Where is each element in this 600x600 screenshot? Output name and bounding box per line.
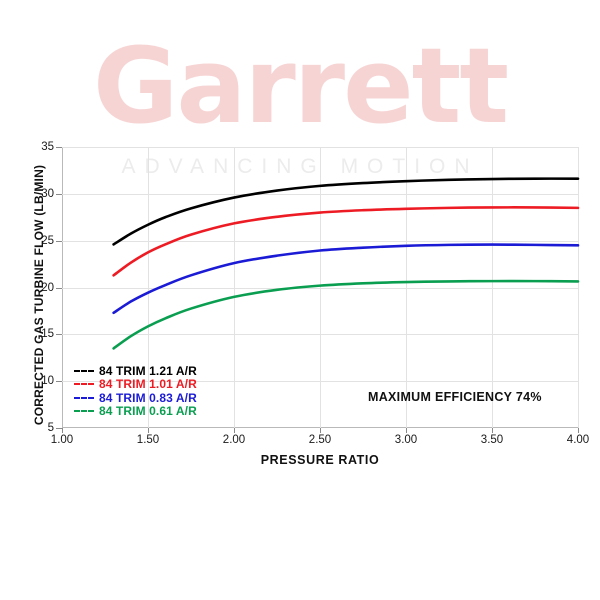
x-axis-tick bbox=[406, 428, 407, 433]
curve-84-trim-0-83-a-r bbox=[112, 243, 580, 315]
x-axis-tick bbox=[62, 428, 63, 433]
x-axis-tick bbox=[320, 428, 321, 433]
gridline-horizontal bbox=[62, 381, 578, 383]
y-axis-tick-label: 30 bbox=[41, 187, 54, 200]
chart-legend: 84 TRIM 1.21 A/R 84 TRIM 1.01 A/R 84 TRIM … bbox=[74, 364, 197, 418]
legend-line-swatch bbox=[74, 396, 94, 399]
y-axis-tick-label: 25 bbox=[41, 234, 54, 247]
curve-84-trim-1-21-a-r bbox=[112, 177, 580, 246]
x-axis-tick-label: 2.50 bbox=[308, 434, 332, 446]
x-axis-tick-label: 3.00 bbox=[394, 434, 418, 446]
x-axis-tick-label: 1.50 bbox=[136, 434, 160, 446]
y-axis-tick bbox=[56, 147, 62, 148]
y-axis-tick bbox=[56, 287, 62, 289]
y-axis-tick bbox=[56, 240, 62, 242]
y-axis-title: CORRECTED GAS TURBINE FLOW (LB/MIN) bbox=[32, 164, 46, 426]
y-axis-tick bbox=[56, 334, 62, 336]
legend-item-label: 84 TRIM 1.01 A/R bbox=[99, 377, 197, 392]
x-axis-tick-label: 4.00 bbox=[566, 434, 590, 446]
curve-84-trim-0-61-a-r bbox=[112, 279, 580, 350]
gridline-vertical bbox=[578, 147, 579, 428]
y-axis-tick-label: 20 bbox=[41, 281, 54, 294]
y-axis-tick bbox=[56, 193, 62, 195]
y-axis-tick-label: 35 bbox=[41, 141, 54, 153]
gridline-horizontal bbox=[62, 334, 578, 336]
legend-item-label: 84 TRIM 0.61 A/R bbox=[99, 404, 197, 419]
x-axis-tick-label: 2.00 bbox=[222, 434, 246, 446]
x-axis-tick-label: 1.00 bbox=[50, 434, 74, 446]
y-axis-tick-label: 10 bbox=[41, 375, 54, 388]
x-axis-tick bbox=[492, 428, 493, 433]
gridline-horizontal bbox=[62, 193, 578, 195]
legend-item: 84 TRIM 0.61 A/R bbox=[74, 404, 197, 419]
y-axis-tick-label: 5 bbox=[47, 422, 54, 434]
legend-line-swatch bbox=[74, 369, 94, 372]
legend-line-swatch bbox=[74, 410, 94, 413]
legend-item: 84 TRIM 0.83 A/R bbox=[74, 391, 197, 405]
y-axis-tick bbox=[56, 381, 62, 383]
gridline-horizontal bbox=[62, 147, 578, 148]
legend-line-swatch bbox=[74, 383, 94, 386]
legend-item-label: 84 TRIM 1.21 A/R bbox=[99, 363, 197, 378]
y-axis-tick-labels: 5 10 15 20 25 30 35 bbox=[0, 0, 54, 600]
gridline-horizontal bbox=[62, 287, 578, 289]
gridline-horizontal bbox=[62, 240, 578, 242]
y-axis-tick bbox=[56, 428, 62, 429]
x-axis-tick-label: 3.50 bbox=[480, 434, 504, 446]
x-axis-tick bbox=[578, 428, 579, 433]
curve-layer bbox=[112, 177, 580, 350]
legend-item: 84 TRIM 1.21 A/R bbox=[74, 364, 197, 378]
watermark-brand-text: Garrett bbox=[92, 25, 509, 147]
plot-area bbox=[56, 147, 580, 433]
x-axis-tick bbox=[234, 428, 235, 433]
legend-item-label: 84 TRIM 0.83 A/R bbox=[99, 390, 197, 405]
x-axis-tick bbox=[148, 428, 149, 433]
curve-84-trim-1-01-a-r bbox=[112, 206, 580, 277]
x-axis-title: PRESSURE RATIO bbox=[260, 453, 380, 467]
y-axis-tick-label: 15 bbox=[41, 328, 54, 341]
legend-item: 84 TRIM 1.01 A/R bbox=[74, 377, 197, 392]
maximum-efficiency-annotation: MAXIMUM EFFICIENCY 74% bbox=[368, 390, 542, 404]
